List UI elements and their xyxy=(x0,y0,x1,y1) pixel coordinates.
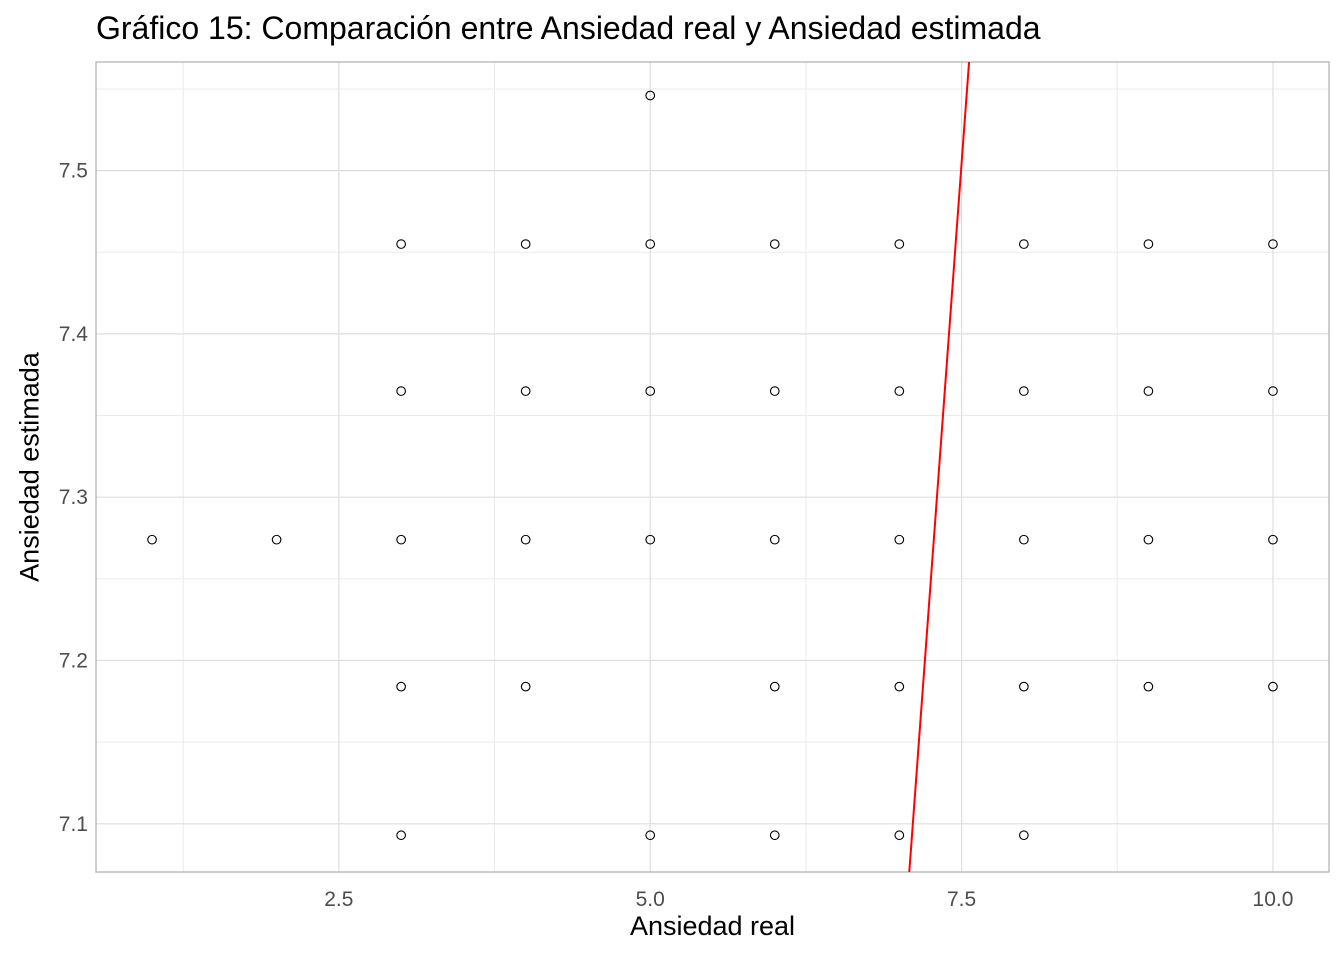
data-point xyxy=(1143,386,1154,396)
x-tick-label: 7.5 xyxy=(947,888,976,911)
data-point xyxy=(520,239,531,249)
data-point xyxy=(645,534,656,545)
y-tick-label: 7.1 xyxy=(59,813,88,836)
data-point xyxy=(894,681,905,692)
data-point xyxy=(894,534,905,545)
data-point xyxy=(1019,386,1029,396)
data-point xyxy=(1019,534,1029,545)
data-point xyxy=(396,534,406,545)
data-point xyxy=(1143,239,1154,249)
data-point xyxy=(520,386,531,396)
x-tick-label: 2.5 xyxy=(324,888,353,911)
data-point xyxy=(1268,386,1278,396)
data-point xyxy=(894,386,905,396)
data-point xyxy=(769,386,780,396)
x-axis-label: Ansiedad real xyxy=(629,911,796,941)
data-point xyxy=(147,534,157,545)
x-tick-label: 10.0 xyxy=(1253,888,1294,911)
y-tick-label: 7.3 xyxy=(59,486,88,509)
y-axis-label-container: Ansiedad estimada xyxy=(0,62,60,872)
data-point xyxy=(1268,681,1278,692)
data-point xyxy=(645,239,656,249)
data-point xyxy=(645,386,656,396)
data-point xyxy=(894,830,905,841)
x-tick-label: 5.0 xyxy=(636,888,665,911)
data-point xyxy=(1268,239,1278,249)
data-point xyxy=(769,534,780,545)
data-point xyxy=(1019,830,1029,841)
data-point xyxy=(769,239,780,249)
data-point xyxy=(1019,681,1029,692)
data-point xyxy=(271,534,282,545)
data-point xyxy=(894,239,905,249)
data-point xyxy=(645,90,656,101)
data-point xyxy=(1019,239,1029,249)
data-point xyxy=(396,681,406,692)
data-point xyxy=(769,830,780,841)
y-tick-label: 7.2 xyxy=(59,650,88,673)
data-point xyxy=(1268,534,1278,545)
data-point xyxy=(396,386,406,396)
y-tick-label: 7.4 xyxy=(59,323,89,346)
y-axis-label: Ansiedad estimada xyxy=(14,352,45,582)
chart-title: Gráfico 15: Comparación entre Ansiedad r… xyxy=(96,10,1041,46)
y-tick-label: 7.5 xyxy=(59,160,88,183)
data-point xyxy=(520,681,531,692)
data-point xyxy=(396,239,406,249)
data-point xyxy=(1143,534,1154,545)
data-point xyxy=(520,534,531,545)
data-point xyxy=(1143,681,1154,692)
data-point xyxy=(645,830,656,841)
data-point xyxy=(769,681,780,692)
data-point xyxy=(396,830,406,841)
reference-line xyxy=(908,62,971,872)
panel-border xyxy=(95,61,1330,873)
